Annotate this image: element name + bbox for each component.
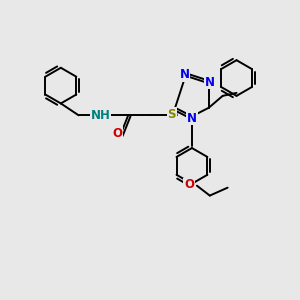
Text: N: N — [187, 112, 197, 125]
Text: N: N — [205, 76, 215, 89]
Text: N: N — [179, 68, 190, 81]
Text: O: O — [112, 127, 122, 140]
Text: NH: NH — [91, 109, 110, 122]
Text: O: O — [184, 178, 194, 191]
Text: S: S — [167, 108, 176, 121]
